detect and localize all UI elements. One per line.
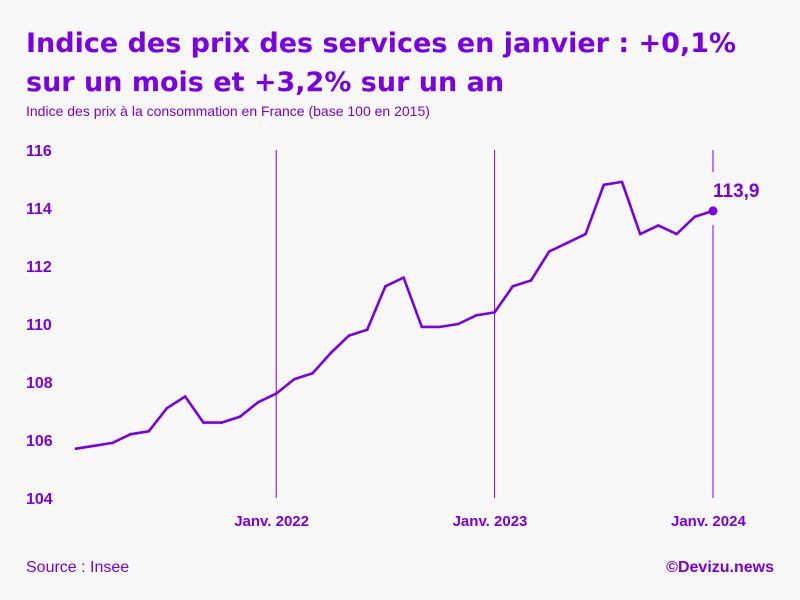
data-point bbox=[311, 372, 314, 375]
series-line bbox=[74, 180, 715, 451]
data-point bbox=[620, 180, 624, 184]
last-value-dot bbox=[708, 206, 718, 216]
x-tick-label: Janv. 2024 bbox=[671, 513, 746, 530]
data-point bbox=[493, 311, 496, 314]
data-point bbox=[511, 285, 515, 288]
y-tick-label: 114 bbox=[26, 201, 52, 218]
data-point bbox=[675, 232, 678, 236]
data-point bbox=[329, 351, 333, 355]
data-point bbox=[365, 328, 369, 332]
data-point bbox=[74, 447, 78, 451]
x-tick-label: Janv. 2022 bbox=[234, 513, 309, 530]
data-point bbox=[456, 322, 460, 326]
data-point bbox=[402, 276, 405, 279]
last-value-label: 113,9 bbox=[713, 181, 760, 202]
data-point bbox=[111, 441, 114, 445]
y-tick-label: 116 bbox=[26, 143, 52, 160]
data-point bbox=[220, 421, 223, 424]
data-point bbox=[274, 392, 278, 395]
data-point bbox=[438, 325, 442, 329]
data-point bbox=[147, 430, 151, 433]
data-point bbox=[529, 279, 533, 282]
data-point bbox=[693, 215, 697, 218]
data-point bbox=[584, 232, 587, 236]
data-point bbox=[420, 325, 424, 329]
chart-title: Indice des prix des services en janvier … bbox=[26, 28, 737, 98]
data-point bbox=[165, 406, 169, 410]
y-tick-label: 112 bbox=[26, 259, 52, 276]
data-point bbox=[602, 183, 606, 187]
y-tick-label: 110 bbox=[26, 317, 52, 334]
y-tick-label: 106 bbox=[26, 433, 53, 450]
data-point bbox=[638, 232, 642, 236]
data-point bbox=[238, 415, 242, 419]
credit-note: ©Devizu.news bbox=[666, 559, 774, 576]
data-point bbox=[347, 334, 351, 337]
data-point bbox=[202, 421, 205, 424]
data-point bbox=[256, 401, 260, 404]
data-point bbox=[183, 395, 187, 398]
data-point bbox=[475, 314, 478, 317]
data-point bbox=[657, 224, 660, 227]
data-point bbox=[293, 377, 296, 381]
y-tick-label: 104 bbox=[26, 491, 53, 508]
data-point bbox=[384, 285, 387, 288]
source-note: Source : Insee bbox=[26, 559, 130, 576]
data-point bbox=[92, 444, 96, 448]
x-tick-label: Janv. 2023 bbox=[453, 513, 528, 530]
chart-subtitle: Indice des prix à la consommation en Fra… bbox=[26, 103, 430, 119]
y-tick-label: 108 bbox=[26, 375, 53, 392]
data-point bbox=[129, 432, 132, 436]
data-point bbox=[547, 250, 551, 253]
data-point bbox=[566, 241, 569, 245]
